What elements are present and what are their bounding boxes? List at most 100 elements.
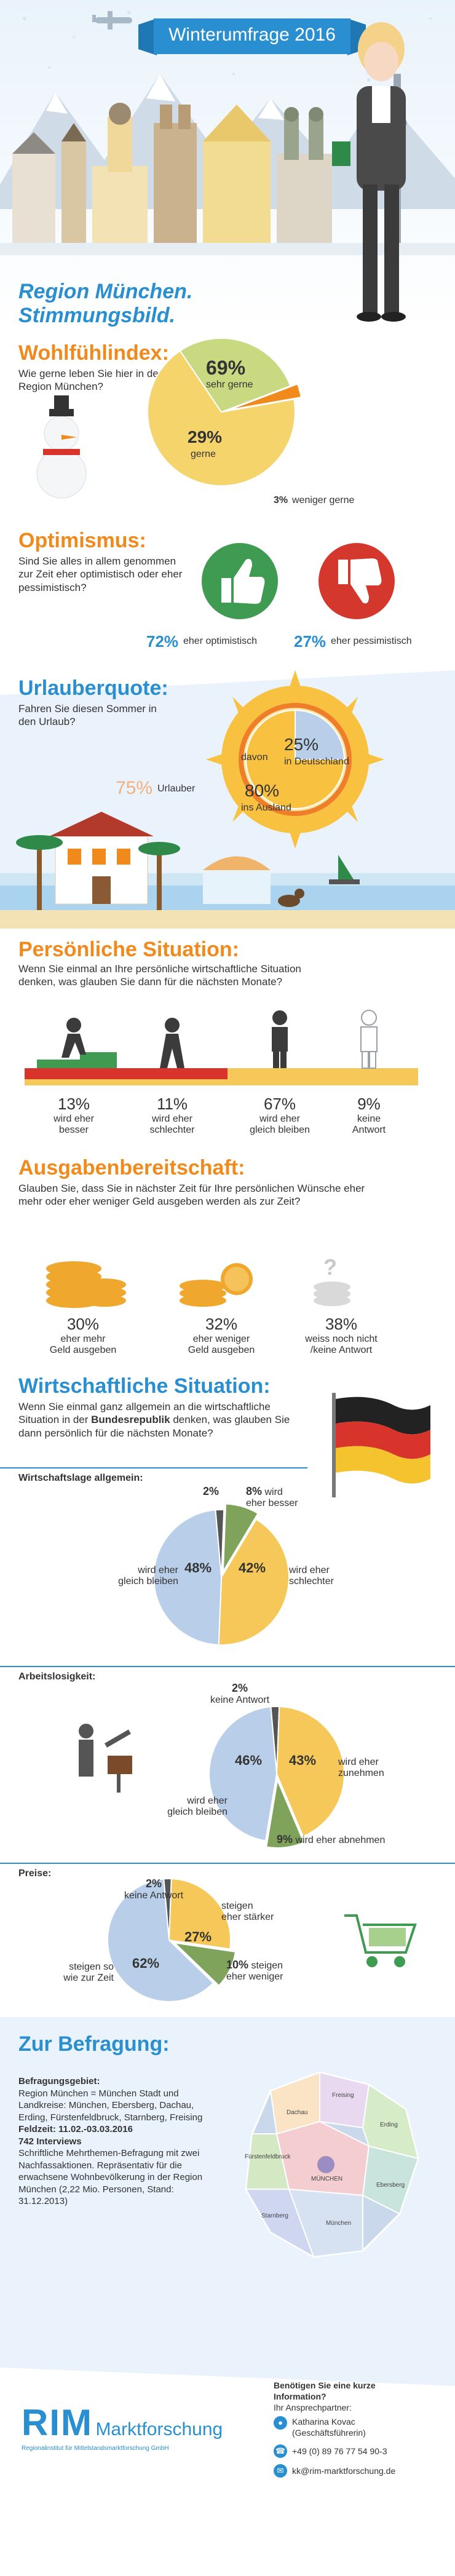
- title-banner: [138, 18, 366, 55]
- preise-so-l2: wie zur Zeit: [63, 1973, 114, 1983]
- question-mark-icon: ?: [323, 1254, 337, 1280]
- ausg-l1-1: eher mehr: [60, 1334, 106, 1344]
- de-pct: 25%: [284, 735, 319, 754]
- lage-slice-3: [218, 1518, 290, 1646]
- shopping-cart-icon: [344, 1914, 417, 1967]
- preise-we-l1: steigen: [251, 1960, 283, 1971]
- preise-pie: [107, 1878, 237, 2002]
- preise-slice-4: [107, 1878, 215, 2002]
- pers-l1-1: wird eher: [53, 1114, 94, 1124]
- wohl-label-1: sehr gerne: [206, 379, 253, 390]
- arbeit-ab-l: wird eher abnehmen: [295, 1835, 386, 1845]
- office-chair-icon: [79, 1724, 132, 1793]
- urlauber-davon: davon: [241, 752, 268, 763]
- arbeit-gleich-l1: wird eher: [187, 1796, 228, 1806]
- urlauber-section: Urlauberquote: Fahren Sie diesen Sommer …: [0, 658, 455, 929]
- ausgaben-coins: [46, 1261, 350, 1308]
- footer-section: RIM Marktforschung Regionalinstitut für …: [0, 2361, 455, 2576]
- arbeit-keine-pct: 2%: [231, 1682, 248, 1694]
- lage-slice-2: [222, 1503, 259, 1572]
- map-label-ebersberg: Ebersberg: [376, 2182, 405, 2189]
- german-flag-icon: [332, 1393, 430, 1497]
- wohlfuehl-chart: [36, 338, 302, 499]
- person-down-icon: [160, 1018, 184, 1068]
- arbeit-zu-text: wird eher zunehmen: [338, 1757, 412, 1779]
- persoenlich-question: Wenn Sie einmal an Ihre persönliche wirt…: [18, 963, 301, 988]
- lage-gleich-l1: wird eher: [138, 1565, 178, 1575]
- arbeit-zu-pct: 43%: [289, 1753, 317, 1768]
- ausg-l1-2: eher weniger: [192, 1334, 250, 1344]
- arbeit-ab-pct: 9%: [277, 1833, 293, 1845]
- urlauber-scene: [0, 658, 455, 929]
- ausgaben-question: Glauben Sie, dass Sie in nächster Zeit f…: [18, 1183, 365, 1208]
- lage-schl-l2: schlechter: [289, 1576, 334, 1587]
- arbeit-slice-3: [266, 1778, 305, 1849]
- preise-we-text: 10% steigen eher weniger: [226, 1959, 318, 1983]
- gebiet-text: Region München = München Stadt und Landk…: [18, 2088, 203, 2123]
- pers-pct-1: 13%: [57, 1095, 90, 1113]
- sailboat-icon: [329, 855, 360, 884]
- urlaub-slice-2: [245, 709, 346, 809]
- lage-besser-l2: eher besser: [246, 1498, 298, 1508]
- wohl-slice-2: [179, 338, 291, 413]
- preise-label: Preise:: [18, 1868, 52, 1879]
- urlauber-label: Urlauber: [157, 783, 196, 794]
- urlauber-question: Fahren Sie diesen Sommer in den Urlaub?: [18, 703, 157, 728]
- arbeit-label: Arbeitslosigkeit:: [18, 1671, 96, 1682]
- arbeit-gleich-l2: gleich bleiben: [167, 1807, 228, 1817]
- arbeit-zu-l1: wird eher: [338, 1757, 379, 1767]
- arbeit-keine-l: keine Antwort: [210, 1695, 270, 1705]
- arbeit-gleich-pct: 46%: [235, 1753, 263, 1768]
- coins-unknown-icon: [314, 1282, 350, 1306]
- hotel-building: [49, 812, 154, 905]
- ausg-pct-3: 38%: [325, 1315, 358, 1333]
- opt-pct: 72%: [146, 632, 179, 651]
- ausg-l2-1: Geld ausgeben: [49, 1345, 117, 1355]
- logo-name: Marktforschung: [95, 2419, 223, 2439]
- preise-slice-2: [168, 1878, 231, 1950]
- ausg-l1-3: weiss noch nicht: [305, 1334, 378, 1344]
- person-stand-icon: [272, 1010, 288, 1068]
- woman-illustration: [332, 22, 406, 322]
- wohl-slice-1: [147, 350, 296, 486]
- map-label-erding: Erding: [380, 2122, 398, 2128]
- wirtschaft-question-c: denken, was glauben Sie dann persönlich …: [18, 1414, 290, 1439]
- preise-keine-pct: 2%: [145, 1877, 162, 1890]
- ausg-l2-2: Geld ausgeben: [188, 1345, 255, 1355]
- person-neutral-icon: [360, 1010, 378, 1069]
- preise-so-text: steigen so wie zur Zeit: [46, 1962, 114, 1984]
- lage-pie: [153, 1503, 290, 1646]
- arbeit-pie: [208, 1706, 345, 1849]
- preise-we-pct: 10%: [226, 1959, 249, 1971]
- contact-block: Benötigen Sie eine kurze Information? Ih…: [274, 2380, 446, 2478]
- contact-person-row: ● Katharina Kovac (Geschäftsführerin): [274, 2415, 446, 2438]
- phone-number[interactable]: +49 (0) 89 76 77 54 90-3: [292, 2446, 387, 2456]
- urlaub-slice-1: [295, 709, 346, 760]
- pers-pct-3: 67%: [263, 1095, 296, 1113]
- map-label-starnberg: Starnberg: [261, 2213, 288, 2219]
- lage-besser-l1: wird: [264, 1487, 283, 1497]
- lage-gleich-pct: 48%: [184, 1560, 212, 1575]
- wohlfuehl-question: Wie gerne leben Sie hier in der Region M…: [18, 368, 162, 393]
- pers-l2-2: schlechter: [149, 1125, 195, 1135]
- wirtschaft-question-a: Wenn Sie einmal ganz allgemein an die wi…: [18, 1401, 271, 1426]
- wirtschaft-title: Wirtschaftliche Situation:: [18, 1374, 271, 1398]
- pers-l2-1: besser: [58, 1125, 89, 1135]
- ausg-l2-3: /keine Antwort: [310, 1345, 373, 1355]
- dog-icon: [278, 889, 304, 907]
- rim-logo: RIM Marktforschung Regionalinstitut für …: [22, 2401, 223, 2452]
- palm-tree-icon: [16, 835, 180, 910]
- email-address[interactable]: kk@rim-marktforschung.de: [292, 2465, 396, 2476]
- pers-item-3: 67% wird eher gleich bleiben: [237, 1095, 323, 1136]
- aus-pct: 80%: [245, 781, 280, 800]
- arbeit-slice-2: [275, 1706, 345, 1837]
- lage-keine-pct: 2%: [202, 1485, 219, 1497]
- befragung-text: Befragungsgebiet: Region München = Münch…: [18, 2075, 221, 2208]
- lage-keine: 2%: [189, 1485, 232, 1498]
- methode: Schriftliche Mehrthemen-Befragung mit zw…: [18, 2148, 203, 2206]
- person-name: Katharina Kovac: [292, 2416, 355, 2427]
- ausgaben-section: Ausgabenbereitschaft: Glauben Sie, dass …: [0, 1156, 455, 1365]
- preise-we-l2: eher weniger: [226, 1972, 283, 1982]
- lage-schl-l1: wird eher: [289, 1565, 330, 1575]
